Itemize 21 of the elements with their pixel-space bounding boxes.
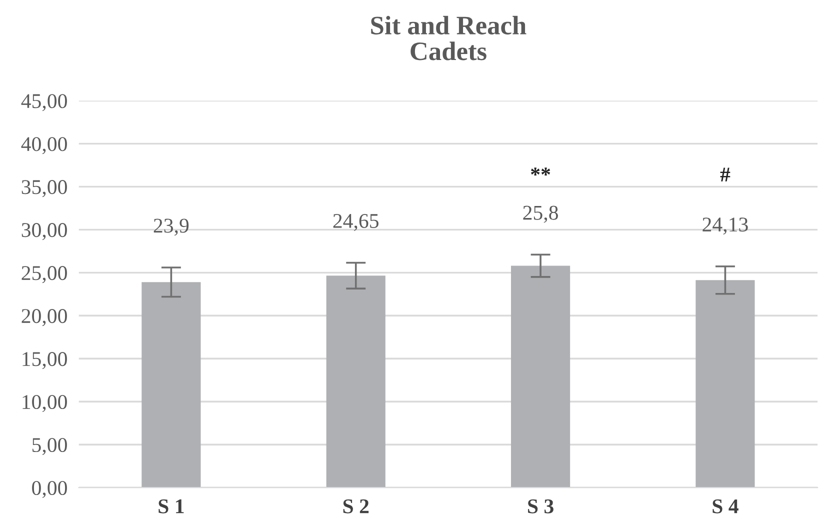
y-tick-label: 25,00	[22, 266, 67, 284]
x-tick-label: S 4	[712, 499, 738, 514]
y-tick-label: 40,00	[21, 137, 67, 154]
y-tick-label: 45,00	[21, 94, 67, 112]
y-tick-label: 5,00	[32, 438, 67, 456]
y-tick-label: 15,00	[22, 352, 67, 370]
data-label: 25,8	[523, 206, 558, 223]
annotation: #	[720, 168, 730, 182]
x-tick-label: S 3	[528, 499, 554, 514]
y-tick-label: 0,00	[32, 480, 67, 498]
y-tick-label: 10,00	[22, 394, 67, 412]
y-tick-label: 35,00	[22, 180, 67, 198]
x-tick-label: S 2	[343, 499, 369, 514]
y-tick-label: 20,00	[22, 309, 67, 326]
y-tick-label: 30,00	[22, 223, 67, 240]
x-tick-label: S 1	[158, 499, 184, 514]
data-label: 24,13	[702, 218, 748, 235]
annotation: **	[530, 168, 550, 176]
data-label: 23,9	[154, 218, 189, 236]
data-label: 24,65	[333, 214, 378, 231]
chart-title: Sit and Reach Cadets	[371, 16, 526, 60]
